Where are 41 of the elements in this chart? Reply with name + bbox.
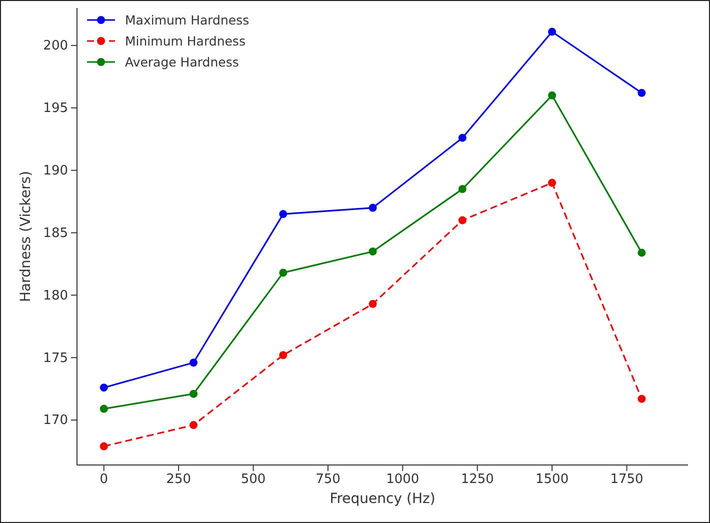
x-tick-label: 750 (316, 472, 340, 488)
point (548, 91, 556, 100)
point (458, 185, 466, 194)
x-tick-label: 500 (240, 472, 266, 488)
point (100, 384, 108, 392)
point (190, 421, 198, 430)
point (368, 300, 377, 308)
y-axis-title: Hardness (Vickers) (18, 170, 34, 302)
y-tick-label: 195 (43, 101, 68, 116)
y-tick-label: 180 (43, 288, 68, 304)
x-tick-label: 1750 (610, 472, 644, 488)
x-tick-label: 250 (166, 472, 191, 488)
x-tick-label: 0 (100, 472, 108, 488)
point (548, 28, 556, 36)
point (638, 88, 646, 97)
legend-label: Average Hardness (125, 54, 239, 70)
y-tick-label: 185 (43, 226, 68, 241)
x-tick-label: 1500 (536, 472, 569, 488)
point (190, 390, 198, 398)
point (279, 210, 288, 218)
point (548, 178, 556, 187)
point (100, 404, 108, 413)
point (368, 247, 377, 256)
x-tick-label: 1000 (386, 472, 420, 488)
y-tick-label: 190 (43, 163, 68, 178)
point (279, 268, 288, 277)
point (638, 248, 646, 257)
point (458, 216, 466, 224)
x-axis-title: Frequency (Hz) (330, 491, 436, 507)
legend-label: Minimum Hardness (125, 34, 246, 48)
x-tick-label: 1250 (460, 472, 494, 488)
point (638, 394, 646, 403)
y-tick-label: 170 (43, 413, 68, 428)
point (368, 204, 377, 212)
point (190, 358, 198, 367)
legend-label: Maximum Hardness (125, 12, 250, 28)
point (100, 442, 108, 450)
y-tick-label: 200 (43, 38, 68, 54)
y-tick-label: 175 (43, 350, 68, 366)
point (458, 134, 466, 142)
point (279, 351, 288, 360)
